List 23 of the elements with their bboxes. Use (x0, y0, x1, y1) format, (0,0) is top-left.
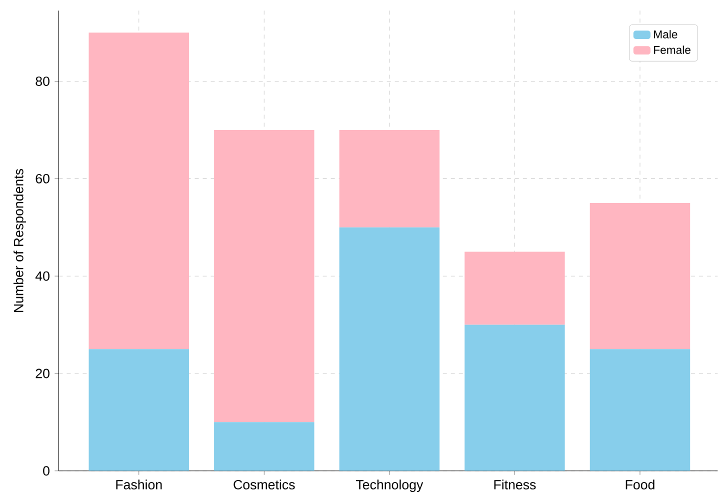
legend-label: Female (654, 46, 690, 54)
bar (464, 325, 565, 472)
x-tick-label: Fitness (494, 480, 536, 490)
x-tick-label: Fashion (116, 480, 162, 490)
x-tick-label: Cosmetics (234, 480, 295, 490)
bar (214, 422, 314, 472)
x-tick-label: Technology (356, 480, 424, 492)
bar (590, 349, 690, 472)
legend-label: Male (654, 30, 678, 39)
x-tick-label: Food (626, 480, 654, 490)
bar (590, 203, 690, 350)
y-tick-label: 80 (36, 76, 50, 86)
y-axis-title: Number of Respondents (14, 169, 26, 312)
y-tick-label: 0 (43, 466, 50, 476)
y-tick-label: 20 (36, 368, 50, 378)
bar (214, 130, 314, 422)
bar (88, 32, 189, 350)
bar (88, 349, 189, 472)
bar (339, 228, 440, 472)
y-tick-label: 40 (35, 272, 50, 282)
y-tick-label: 60 (36, 174, 50, 184)
bar (464, 252, 565, 325)
bar (339, 130, 440, 228)
